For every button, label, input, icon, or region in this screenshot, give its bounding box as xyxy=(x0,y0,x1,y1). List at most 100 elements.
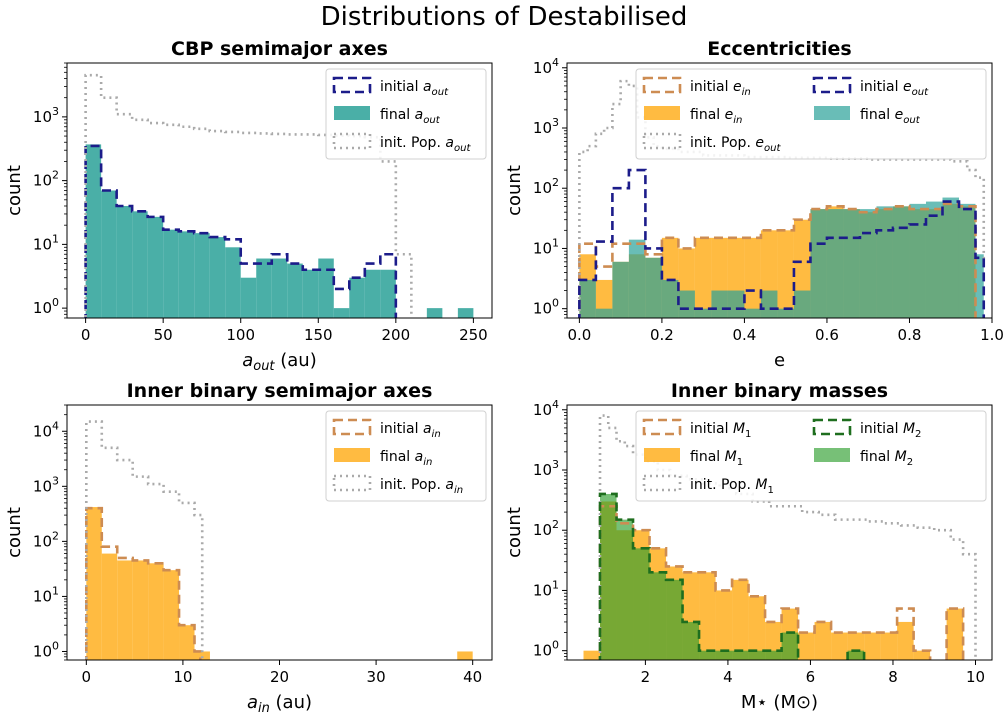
legend-label: final M2 xyxy=(860,449,913,468)
hist-step-line xyxy=(84,144,398,318)
plot-area xyxy=(583,414,977,660)
hist-bar xyxy=(116,205,133,318)
axes-frame xyxy=(566,404,993,661)
legend-swatch xyxy=(644,106,680,120)
legend-box xyxy=(635,410,987,502)
y-tick-label: 101 xyxy=(33,232,59,253)
legend-swatch xyxy=(642,474,682,492)
hist-bar xyxy=(765,650,782,660)
plot-area xyxy=(85,420,473,660)
y-tick-label: 102 xyxy=(33,169,59,190)
y-tick-label: 100 xyxy=(33,296,59,317)
hist-bar xyxy=(682,621,700,660)
hist-bar xyxy=(826,209,844,318)
hist-bar xyxy=(913,650,931,660)
hist-bar xyxy=(748,596,766,660)
x-axis-label: ain (au) xyxy=(247,692,312,716)
legend-label: final eout xyxy=(860,107,921,126)
hist-bar xyxy=(364,269,381,318)
hist-bar xyxy=(711,290,728,318)
legend-box xyxy=(325,68,487,160)
series-initial-a-in xyxy=(85,506,202,660)
hist-bar xyxy=(318,258,334,318)
legend-label: init. Pop. aout xyxy=(380,135,471,154)
hist-bar xyxy=(101,553,118,660)
y-tick-label: 103 xyxy=(533,458,559,479)
hist-bar xyxy=(163,570,180,660)
x-tick-label: 40 xyxy=(463,668,482,686)
hist-bar xyxy=(101,190,117,318)
legend-swatch xyxy=(332,132,372,150)
hist-bar xyxy=(271,258,288,318)
x-tick-label: 0.6 xyxy=(815,326,839,344)
plot-area xyxy=(84,73,474,318)
hist-bar xyxy=(678,290,695,318)
hist-bar xyxy=(831,632,848,660)
x-tick-label: 0 xyxy=(82,668,92,686)
hist-bar xyxy=(814,621,832,660)
hist-bar xyxy=(958,203,976,318)
legend-swatch xyxy=(814,106,850,120)
legend: initial ein final ein init. Pop. eout initi… xyxy=(635,68,987,160)
x-tick-label: 200 xyxy=(382,326,411,344)
x-tick-label: 250 xyxy=(459,326,488,344)
legend-swatch xyxy=(334,448,370,462)
hist-bar xyxy=(132,211,148,318)
y-tick-label: 100 xyxy=(533,639,559,660)
legend-box xyxy=(325,410,487,502)
y-tick-label: 102 xyxy=(533,176,559,197)
series-initial-e-in xyxy=(578,202,977,318)
legend: initial aout final aout init. Pop. aout xyxy=(325,68,487,160)
hist-bar xyxy=(880,632,898,660)
hist-bar xyxy=(699,572,716,660)
panel-title: Inner binary masses xyxy=(671,380,888,402)
hist-bar xyxy=(760,290,778,318)
y-tick-label: 103 xyxy=(33,105,59,126)
hist-bar xyxy=(925,201,943,318)
hist-bar xyxy=(798,632,815,660)
hist-bar xyxy=(744,237,761,318)
y-axis-label: count xyxy=(504,165,525,216)
y-tick-label: 100 xyxy=(33,639,59,660)
hist-bar xyxy=(744,308,761,318)
legend-swatch xyxy=(644,448,680,462)
hist-bar xyxy=(595,308,613,318)
hist-bar xyxy=(649,572,667,660)
hist-bar xyxy=(612,261,629,318)
y-axis-label: count xyxy=(4,165,25,216)
legend-label: init. Pop. M1 xyxy=(690,477,774,496)
hist-bar xyxy=(616,519,634,660)
x-tick-label: 0.8 xyxy=(898,326,922,344)
legend-swatch xyxy=(334,106,370,120)
hist-bar xyxy=(666,579,683,660)
y-tick-label: 102 xyxy=(33,529,59,550)
x-axis-label: e xyxy=(774,350,785,371)
hist-bar xyxy=(287,263,303,318)
hist-bar xyxy=(194,233,210,318)
chart-panel-2: 0.0 0.2 0.4 0.6 0.8 1.0 100 101 102 103 104 Eccentr… xyxy=(504,38,1004,371)
hist-bar xyxy=(645,257,662,318)
hist-bar xyxy=(380,269,396,318)
x-tick-label: 6 xyxy=(806,668,816,686)
panel-title: CBP semimajor axes xyxy=(171,38,388,60)
hist-bar xyxy=(748,650,766,660)
hist-bar xyxy=(892,206,910,318)
legend-label: initial ein xyxy=(690,79,751,98)
legend-swatch xyxy=(332,76,372,94)
legend-label: init. Pop. eout xyxy=(690,135,782,154)
hist-bar xyxy=(194,651,210,660)
hist-bar xyxy=(633,548,650,660)
series-initial-a-out xyxy=(84,144,398,318)
hist-step-line xyxy=(598,492,866,660)
hist-bar xyxy=(132,560,149,660)
x-tick-label: 100 xyxy=(226,326,255,344)
hist-bar xyxy=(148,563,164,660)
legend-swatch xyxy=(814,448,850,462)
legend-label: initial eout xyxy=(860,79,929,98)
hist-bar xyxy=(178,231,195,318)
hist-bar xyxy=(85,144,102,318)
legend-label: init. Pop. ain xyxy=(380,477,463,496)
hist-bar xyxy=(843,209,860,318)
x-tick-label: 10 xyxy=(966,668,985,686)
